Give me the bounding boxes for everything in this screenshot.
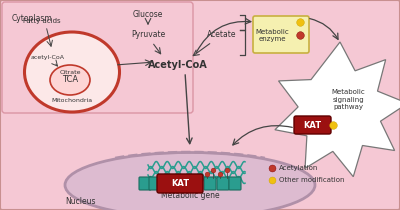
FancyBboxPatch shape [157, 174, 203, 193]
Text: TCA: TCA [62, 76, 78, 84]
Ellipse shape [50, 65, 90, 95]
Text: KAT: KAT [303, 121, 321, 130]
FancyBboxPatch shape [229, 177, 241, 190]
Text: Acetate: Acetate [207, 30, 237, 39]
Text: Glucose: Glucose [133, 10, 163, 19]
Text: Nucleus: Nucleus [65, 197, 95, 206]
FancyBboxPatch shape [253, 16, 309, 53]
Text: Metabolic gene: Metabolic gene [161, 192, 219, 201]
Text: KAT: KAT [171, 179, 189, 188]
Text: Other modification: Other modification [279, 177, 344, 183]
FancyBboxPatch shape [139, 177, 151, 190]
Ellipse shape [65, 152, 315, 210]
Polygon shape [275, 42, 400, 177]
Text: Citrate: Citrate [59, 70, 81, 75]
Text: Fatty acids: Fatty acids [23, 18, 61, 24]
Text: Acetyl-CoA: Acetyl-CoA [148, 60, 208, 70]
FancyBboxPatch shape [294, 116, 331, 134]
Text: Metabolic
signaling
pathway: Metabolic signaling pathway [331, 89, 365, 110]
Text: Acetylation: Acetylation [279, 165, 318, 171]
Text: Pyruvate: Pyruvate [131, 30, 165, 39]
FancyBboxPatch shape [204, 177, 216, 190]
FancyBboxPatch shape [149, 177, 161, 190]
Text: acetyl-CoA: acetyl-CoA [31, 55, 65, 59]
FancyBboxPatch shape [2, 2, 193, 113]
Text: Mitochondria: Mitochondria [52, 97, 92, 102]
FancyBboxPatch shape [217, 177, 229, 190]
Ellipse shape [24, 32, 120, 112]
Text: Cytoplasm: Cytoplasm [12, 14, 53, 23]
Text: Metabolic
enzyme: Metabolic enzyme [255, 29, 289, 42]
